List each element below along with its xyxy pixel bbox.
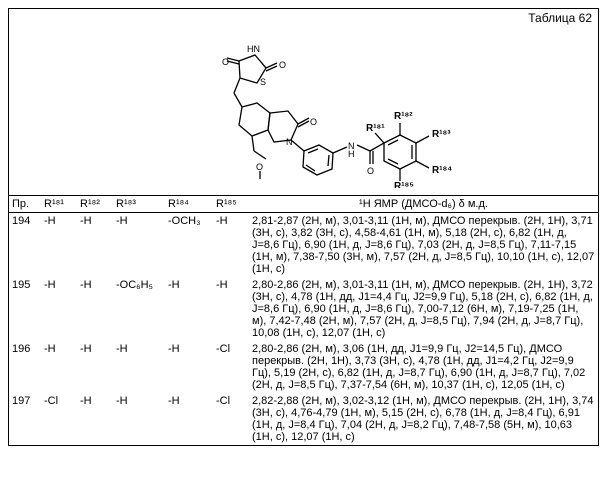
header-nmr: ¹H ЯМР (ДМСО-d₆) δ м.д. xyxy=(249,196,598,213)
svg-text:S: S xyxy=(260,77,266,87)
table-row: 194 -H -H -H -OCH₃ -H 2,81-2,87 (2H, м),… xyxy=(9,213,598,278)
cell-nmr: 2,80-2,86 (2H, м), 3,06 (1H, дд, J1=9,9 … xyxy=(249,341,598,393)
cell-r181: -H xyxy=(41,213,77,278)
header-r184: R¹⁸⁴ xyxy=(165,196,213,213)
svg-text:O: O xyxy=(367,166,374,176)
header-row: Пр. R¹⁸¹ R¹⁸² R¹⁸³ R¹⁸⁴ R¹⁸⁵ ¹H ЯМР (ДМС… xyxy=(9,196,598,213)
svg-text:O: O xyxy=(222,57,229,67)
struct-label-r182: R¹⁸² xyxy=(394,111,413,122)
molecule-svg: HN S O O O N O xyxy=(144,33,464,188)
cell-r185: -H xyxy=(213,277,249,341)
cell-pr: 196 xyxy=(9,341,41,393)
cell-r181: -H xyxy=(41,277,77,341)
cell-r181: -H xyxy=(41,341,77,393)
svg-text:H: H xyxy=(348,149,355,159)
cell-r183: -OC₆H₅ xyxy=(113,277,165,341)
header-r181: R¹⁸¹ xyxy=(41,196,77,213)
cell-r184: -H xyxy=(165,393,213,445)
cell-r182: -H xyxy=(77,341,113,393)
cell-r182: -H xyxy=(77,213,113,278)
struct-label-r181: R¹⁸¹ xyxy=(366,123,385,134)
table-title: Таблица 62 xyxy=(9,9,598,27)
cell-r183: -H xyxy=(113,213,165,278)
cell-r182: -H xyxy=(77,393,113,445)
svg-text:O: O xyxy=(256,162,263,172)
svg-text:HN: HN xyxy=(247,44,260,54)
header-r185: R¹⁸⁵ xyxy=(213,196,249,213)
cell-r182: -H xyxy=(77,277,113,341)
cell-r183: -H xyxy=(113,393,165,445)
svg-text:O: O xyxy=(279,60,286,70)
struct-label-r185: R¹⁸⁵ xyxy=(394,181,414,188)
data-table: Пр. R¹⁸¹ R¹⁸² R¹⁸³ R¹⁸⁴ R¹⁸⁵ ¹H ЯМР (ДМС… xyxy=(9,195,598,445)
cell-nmr: 2,81-2,87 (2H, м), 3,01-3,11 (1H, м), ДМ… xyxy=(249,213,598,278)
cell-r185: -Cl xyxy=(213,341,249,393)
cell-r181: -Cl xyxy=(41,393,77,445)
cell-r185: -Cl xyxy=(213,393,249,445)
table-row: 197 -Cl -H -H -H -Cl 2,82-2,88 (2H, м), … xyxy=(9,393,598,445)
cell-r184: -H xyxy=(165,277,213,341)
header-r183: R¹⁸³ xyxy=(113,196,165,213)
header-r182: R¹⁸² xyxy=(77,196,113,213)
table-container: Таблица 62 HN S O O xyxy=(8,8,599,446)
cell-r185: -H xyxy=(213,213,249,278)
cell-nmr: 2,82-2,88 (2H, м), 3,02-3,12 (1H, м), ДМ… xyxy=(249,393,598,445)
cell-r184: -OCH₃ xyxy=(165,213,213,278)
svg-text:N: N xyxy=(286,137,293,147)
cell-nmr: 2,80-2,86 (2H, м), 3,01-3,11 (1H, м), ДМ… xyxy=(249,277,598,341)
svg-text:O: O xyxy=(310,117,317,127)
cell-r184: -H xyxy=(165,341,213,393)
cell-pr: 195 xyxy=(9,277,41,341)
structure-diagram: HN S O O O N O xyxy=(9,27,598,195)
struct-label-r184: R¹⁸⁴ xyxy=(432,165,452,176)
struct-label-r183: R¹⁸³ xyxy=(432,129,451,140)
table-row: 196 -H -H -H -H -Cl 2,80-2,86 (2H, м), 3… xyxy=(9,341,598,393)
cell-pr: 194 xyxy=(9,213,41,278)
table-row: 195 -H -H -OC₆H₅ -H -H 2,80-2,86 (2H, м)… xyxy=(9,277,598,341)
cell-r183: -H xyxy=(113,341,165,393)
header-pr: Пр. xyxy=(9,196,41,213)
cell-pr: 197 xyxy=(9,393,41,445)
